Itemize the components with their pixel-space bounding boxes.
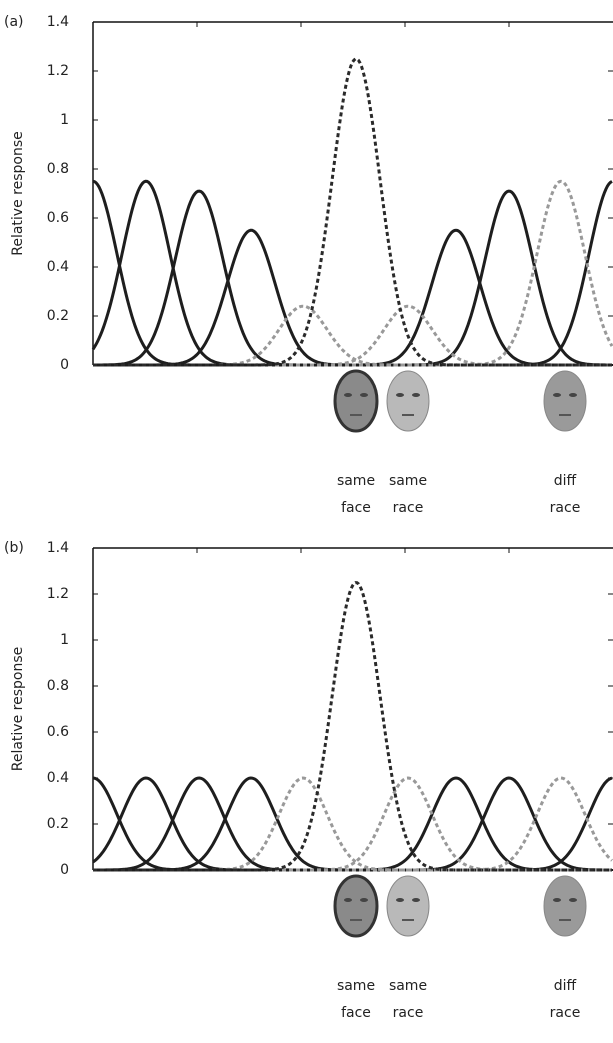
face-image (543, 370, 587, 432)
tuning-curve (93, 581, 612, 872)
face-eyes (412, 393, 420, 397)
tuning-curve (93, 228, 612, 367)
stimulus-label: same (337, 473, 375, 489)
face-eyes (360, 898, 368, 902)
stimulus-label: face (341, 500, 371, 516)
y-tick-label: 0.8 (47, 161, 69, 177)
stimulus-label: race (393, 1005, 424, 1021)
y-tick-label: 0.4 (47, 259, 69, 275)
y-axis-label: Relative response (10, 131, 26, 256)
y-tick-label: 0.2 (47, 308, 69, 324)
tuning-curve (93, 304, 612, 367)
face-image (543, 875, 587, 937)
y-tick-label: 1 (60, 112, 69, 128)
y-tick-label: 0.6 (47, 724, 69, 740)
face-eyes (344, 898, 352, 902)
face-eyes (569, 393, 577, 397)
face-eyes (396, 393, 404, 397)
y-tick-label: 0.2 (47, 816, 69, 832)
face-image (333, 369, 379, 433)
stimulus-label: face (341, 1005, 371, 1021)
y-tick-label: 0 (60, 862, 69, 878)
y-tick-label: 0 (60, 357, 69, 373)
panel-label: (a) (4, 14, 24, 30)
y-tick-label: 1 (60, 632, 69, 648)
face-image (386, 370, 430, 432)
stimulus-label: race (550, 500, 581, 516)
stimulus-label: same (389, 978, 427, 994)
stimulus-label: diff (554, 978, 577, 994)
panel-label: (b) (4, 540, 24, 556)
y-axis-label: Relative response (10, 647, 26, 772)
face-eyes (396, 898, 404, 902)
face-image (333, 874, 379, 938)
stimulus-label: same (389, 473, 427, 489)
y-tick-label: 1.2 (47, 586, 69, 602)
tuning-curve (93, 228, 612, 367)
stimulus-label: race (550, 1005, 581, 1021)
face-eyes (412, 898, 420, 902)
face-eyes (344, 393, 352, 397)
stimulus-label: same (337, 978, 375, 994)
tuning-curve (93, 189, 612, 367)
y-tick-label: 1.4 (47, 540, 69, 556)
face-image (386, 875, 430, 937)
tuning-curve (93, 57, 612, 367)
face-eyes (569, 898, 577, 902)
tuning-curve (93, 304, 612, 367)
stimulus-label: race (393, 500, 424, 516)
face-eyes (553, 898, 561, 902)
y-tick-label: 0.4 (47, 770, 69, 786)
face-eyes (553, 393, 561, 397)
y-tick-label: 1.4 (47, 14, 69, 30)
y-tick-label: 1.2 (47, 63, 69, 79)
face-eyes (360, 393, 368, 397)
y-tick-label: 0.8 (47, 678, 69, 694)
stimulus-label: diff (554, 473, 577, 489)
y-tick-label: 0.6 (47, 210, 69, 226)
